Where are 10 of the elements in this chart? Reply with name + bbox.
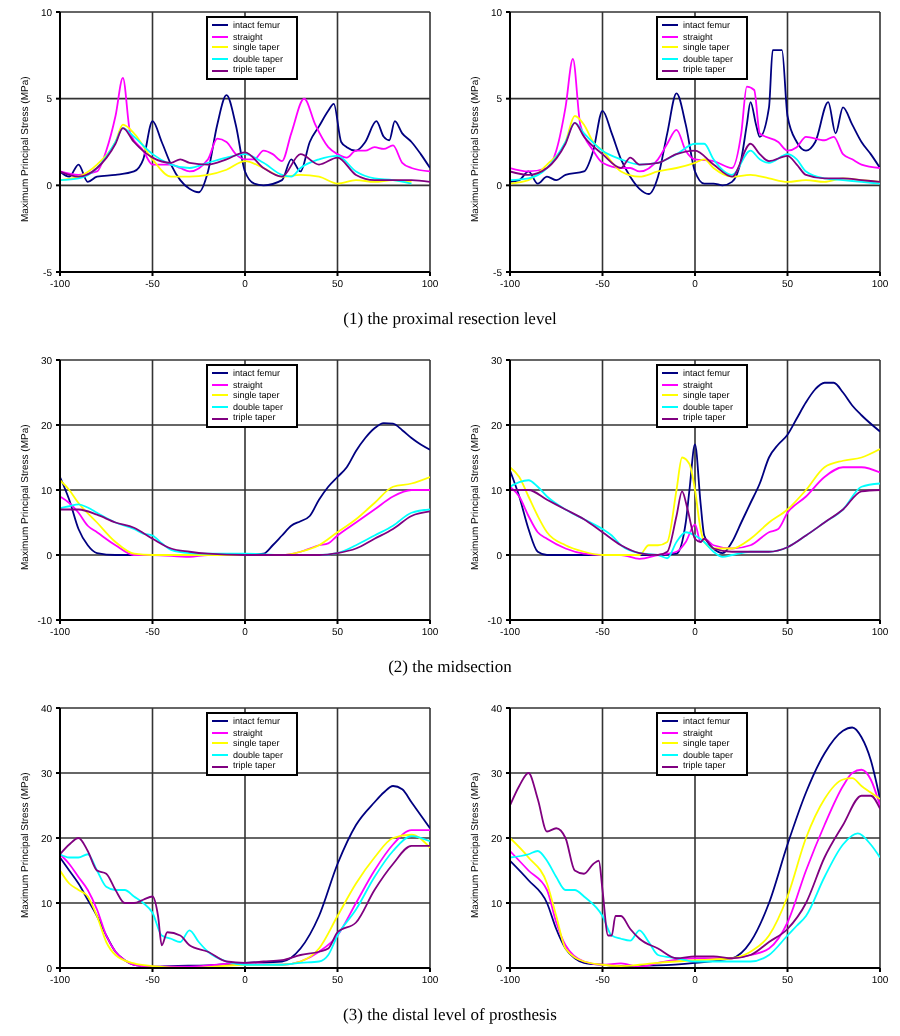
line-series bbox=[510, 49, 880, 195]
line-series bbox=[510, 381, 880, 556]
text: (1) the proximal resection level bbox=[343, 308, 557, 328]
line-series bbox=[60, 76, 430, 176]
line-series bbox=[60, 94, 430, 194]
text: (3) the distal level of prosthesis bbox=[343, 1004, 557, 1024]
text: (2) the midsection bbox=[388, 656, 512, 676]
line-series bbox=[510, 832, 880, 963]
line-series bbox=[510, 448, 880, 556]
line-series bbox=[510, 57, 880, 173]
